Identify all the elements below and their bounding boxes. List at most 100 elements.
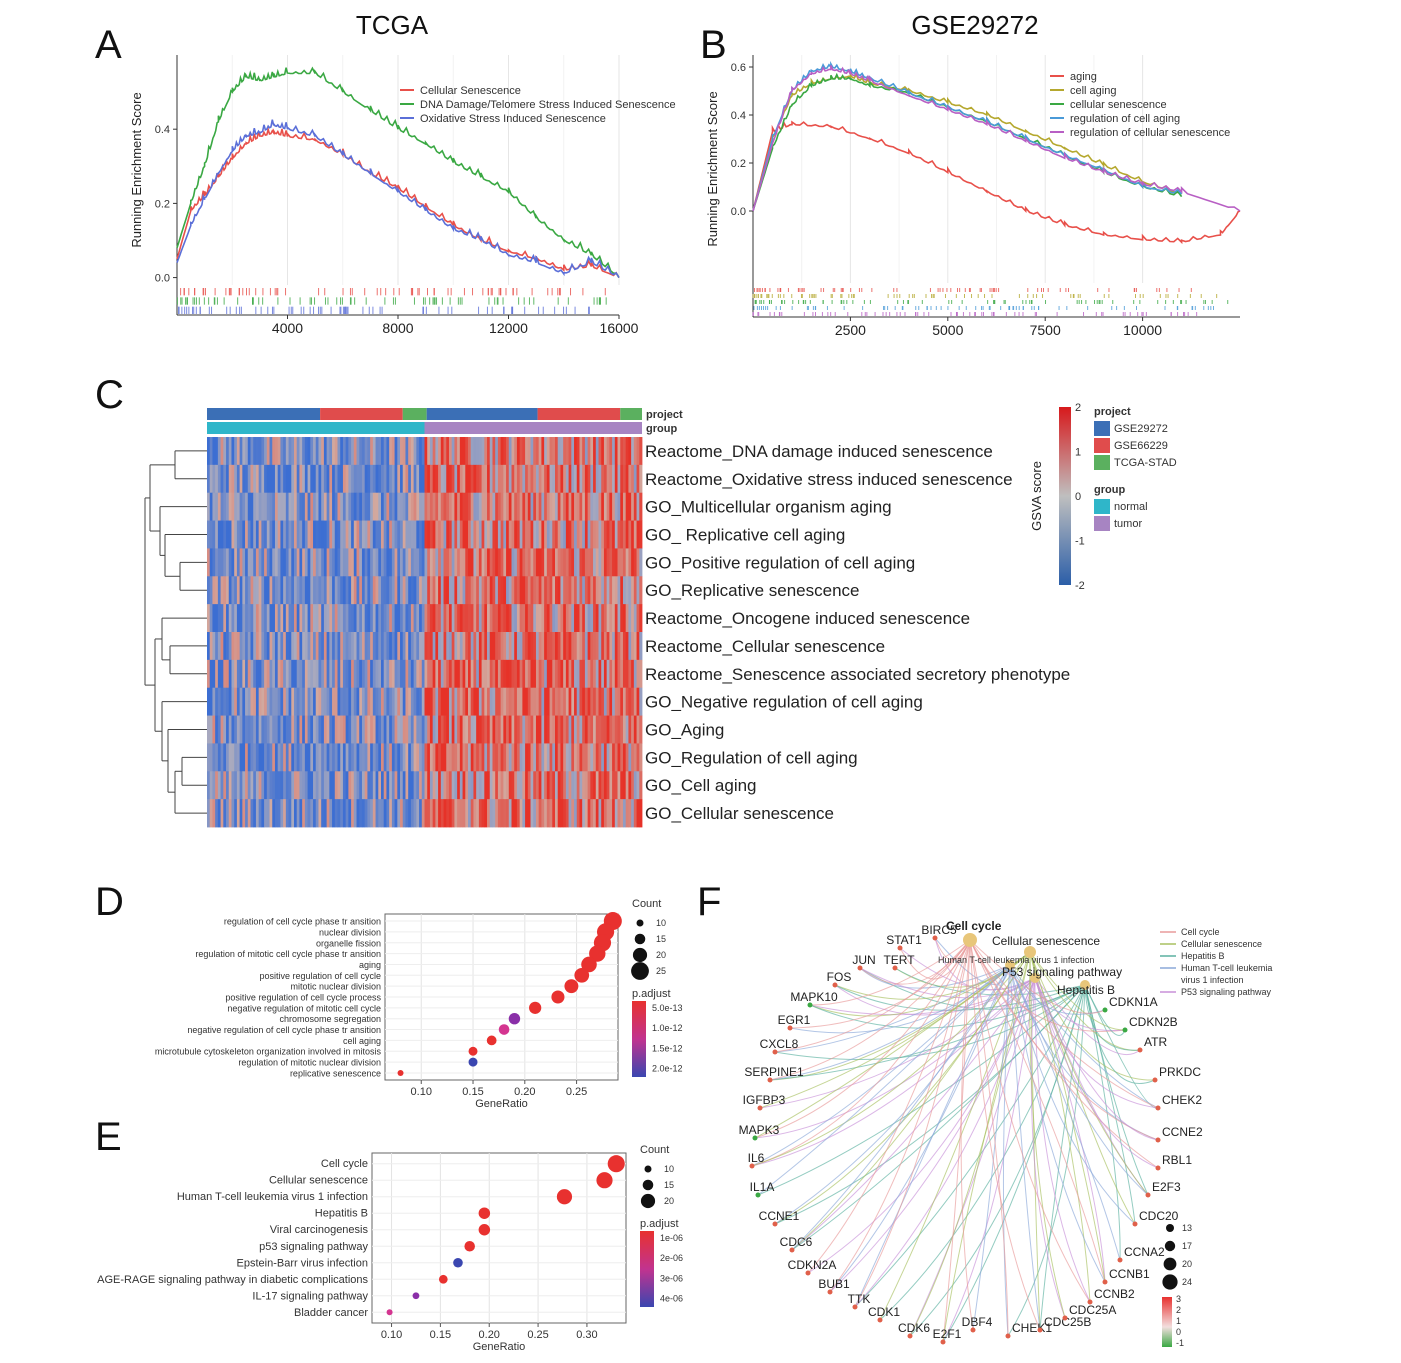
heatmap-cell [587,492,591,521]
heatmap-cell [468,520,472,549]
heatmap-cell [432,492,436,521]
colorbar-title: GSVA score [1029,461,1044,531]
heatmap-cell [622,464,627,494]
heatmap-cell [307,576,311,605]
heatmap-cell [258,715,262,744]
heatmap-cell [239,799,243,828]
heatmap-cell [272,687,276,716]
heatmap-cell [440,604,444,633]
term-label: Epstein-Barr virus infection [237,1257,368,1269]
heatmap-cell [264,659,268,689]
heatmap-cell [323,715,328,744]
heatmap-cell [516,520,521,549]
heatmap-cell [307,715,311,744]
heatmap-cell [451,659,455,689]
heatmap-cell [519,659,523,689]
gene-label-cdk1: CDK1 [868,1305,900,1319]
heatmap-cell [549,576,553,605]
heatmap-cell [593,687,597,716]
heatmap-cell [381,520,385,549]
heatmap-cell [326,437,330,466]
heatmap-cell [223,548,227,577]
heatmap-cell [348,604,352,633]
heatmap-cell [245,771,249,800]
heatmap-cell [394,715,398,744]
heatmap-cell [274,687,279,716]
heatmap-cell [212,464,216,494]
heatmap-cell [266,492,270,521]
network-edge [1034,977,1091,1303]
heatmap-cell [500,743,504,772]
gene-node-mapk3 [752,1135,758,1141]
heatmap-cell [402,632,406,661]
heatmap-cell [598,437,602,466]
heatmap-cell [487,632,491,661]
heatmap-cell [563,437,567,466]
heatmap-cell [212,632,216,661]
heatmap-cell [492,576,496,605]
heatmap-cell [261,799,265,828]
heatmap-cell [313,548,317,577]
heatmap-cell [228,604,232,633]
heatmap-cell [419,548,423,577]
heatmap-cell [353,659,357,689]
heatmap-cell [410,687,415,716]
heatmap-cell [622,659,627,689]
heatmap-cell [345,632,349,661]
heatmap-cell [448,799,453,828]
heatmap-cell [598,659,602,689]
project-annotation-segment [537,408,621,420]
heatmap-cell [612,799,616,828]
panel-a-title: TCGA [356,10,429,40]
heatmap-cell [639,771,643,800]
network-size-dot [1163,1257,1177,1271]
heatmap-cell [609,576,613,605]
heatmap-cell [454,604,458,633]
heatmap-cell [302,548,306,577]
heatmap-cell [353,632,357,661]
heatmap-cell [266,771,270,800]
heatmap-cell [247,548,251,577]
heatmap-cell [440,437,444,466]
heatmap-cell [269,715,273,744]
heatmap-cell [419,799,423,828]
heatmap-cell [636,520,640,549]
heatmap-cell [530,743,534,772]
heatmap-cell [582,687,586,716]
gene-label-fos: FOS [827,970,852,984]
heatmap-cell [609,771,613,800]
heatmap-cell [622,520,627,549]
heatmap-cell [587,437,591,466]
count-legend-dot [634,933,646,945]
network-edge [969,939,1159,1169]
heatmap-cell [587,632,591,661]
gene-node-cxcl8 [772,1049,778,1055]
panel-b-title: GSE29272 [911,10,1038,40]
heatmap-cell [535,492,540,521]
heatmap-cell [370,464,374,494]
heatmap-cell [478,492,482,521]
heatmap-cell [484,492,488,521]
heatmap-cell [421,604,425,633]
heatmap-cell [400,548,404,577]
heatmap-cell [470,576,474,605]
series-line-regulation-of-cellular-senescence [752,65,1241,212]
heatmap-cell [410,604,415,633]
gene-node-cdc20 [1132,1221,1138,1227]
heatmap-cell [405,520,409,549]
heatmap-cell [321,492,325,521]
network-edge [807,977,1036,1274]
heatmap-cell [541,632,545,661]
heatmap-cell [603,715,608,744]
heatmap-cell [236,743,241,772]
heatmap-cell [386,632,390,661]
heatmap-cell [310,520,314,549]
heatmap-cell [443,799,447,828]
heatmap-cell [258,437,262,466]
network-edge [1009,964,1106,1283]
heatmap-cell [410,520,415,549]
heatmap-cell [636,715,640,744]
heatmap-cell [601,687,605,716]
heatmap-cell [413,799,417,828]
heatmap-cell [601,576,605,605]
